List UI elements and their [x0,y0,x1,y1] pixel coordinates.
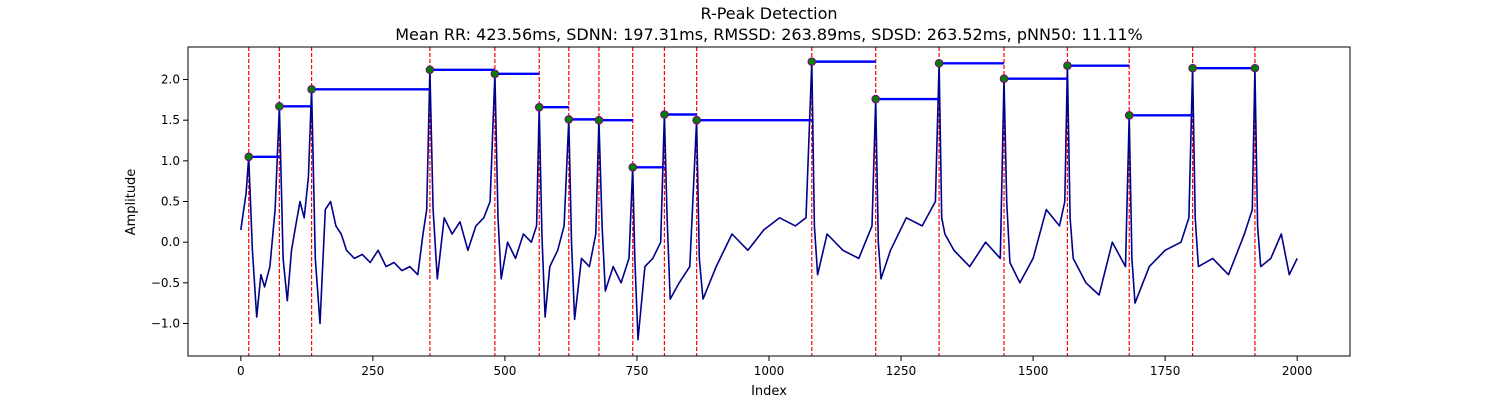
peak-marker [534,102,544,112]
y-tick-label: 1.0 [161,154,180,168]
peak-marker [999,74,1009,84]
x-tick-label: 750 [626,364,649,378]
peak-marker [307,84,316,94]
peak-marker [425,65,435,75]
x-tick-label: 2000 [1282,364,1313,378]
peak-marker [628,163,638,172]
x-tick-label: 1750 [1150,364,1181,378]
chart-title: R-Peak Detection [700,4,837,23]
peak-marker [807,57,817,66]
x-axis-label: Index [751,384,787,399]
peak-marker [692,115,701,125]
y-axis-label: Amplitude [124,169,139,236]
x-tick-label: 250 [361,364,384,378]
plot-frame [187,46,1351,357]
y-tick-label: 2.0 [161,73,180,87]
x-tick-label: 1500 [1018,364,1049,378]
peak-marker [564,115,574,124]
signal-line [240,60,1298,341]
x-tick-label: 1000 [754,364,785,378]
y-tick-label: 1.5 [161,113,180,127]
peak-marker [1124,111,1134,120]
peak-marker [1250,63,1260,73]
x-tick-label: 500 [493,364,516,378]
peak-marker [275,102,284,111]
peak-marker [490,69,500,79]
peak-marker [660,110,669,119]
x-axis: 0 250 500 750 1000 1250 1500 1750 2000 [237,356,1312,378]
x-tick-label: 0 [237,364,245,378]
peak-marker [871,94,880,104]
plot-area [240,47,1298,356]
peak-marker [1188,63,1197,73]
y-tick-label: 0.5 [161,195,180,209]
peak-marker [934,58,944,68]
y-axis: −1.0 −0.5 0.0 0.5 1.0 1.5 2.0 [151,73,188,330]
x-tick-label: 1250 [886,364,917,378]
peak-marker [594,115,604,125]
y-tick-label: −0.5 [151,276,180,290]
peak-marker [244,152,254,162]
chart-subtitle: Mean RR: 423.56ms, SDNN: 197.31ms, RMSSD… [395,25,1143,44]
peak-marker [1063,61,1072,71]
y-tick-label: −1.0 [151,316,180,330]
y-tick-label: 0.0 [161,235,180,249]
